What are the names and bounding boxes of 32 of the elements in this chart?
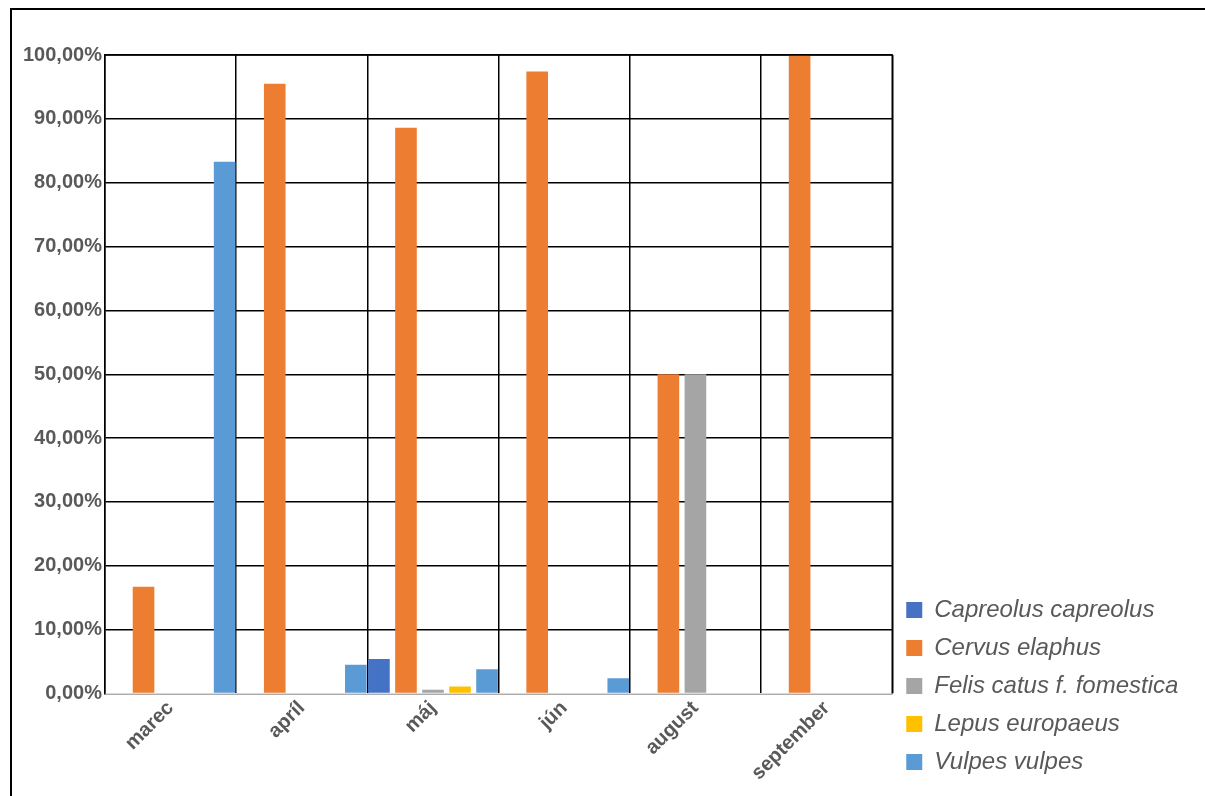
bar <box>476 669 498 693</box>
legend-label: Vulpes vulpes <box>934 746 1084 774</box>
bar <box>263 83 286 693</box>
bar <box>526 71 548 693</box>
y-tick-label: 0,00% <box>45 681 103 704</box>
y-tick-label: 60,00% <box>34 297 103 320</box>
y-tick-label: 20,00% <box>34 553 103 576</box>
bar <box>213 161 236 693</box>
legend-label: Felis catus f. fomestica <box>934 670 1179 698</box>
y-tick-label: 10,00% <box>34 617 103 640</box>
y-tick-label: 30,00% <box>34 489 103 512</box>
bar <box>449 686 471 693</box>
bar <box>422 689 444 693</box>
y-tick-label: 70,00% <box>34 234 103 257</box>
bar <box>395 127 417 693</box>
bar <box>607 678 630 693</box>
y-tick-label: 80,00% <box>34 170 103 193</box>
y-tick-label: 40,00% <box>34 425 103 448</box>
legend-label: Capreolus capreolus <box>934 594 1155 622</box>
bar <box>684 374 707 693</box>
x-tick-label: jún <box>533 696 571 734</box>
bar <box>657 374 680 693</box>
y-tick-label: 90,00% <box>34 106 103 129</box>
y-tick-label: 100,00% <box>22 42 103 65</box>
bar <box>132 586 155 693</box>
bar <box>368 659 390 693</box>
x-tick-label: máj <box>399 696 440 737</box>
legend-label: Cervus elaphus <box>934 632 1102 660</box>
y-tick-label: 50,00% <box>34 361 103 384</box>
bar <box>345 664 367 693</box>
legend-label: Lepus europaeus <box>934 708 1120 736</box>
bar <box>788 55 811 693</box>
